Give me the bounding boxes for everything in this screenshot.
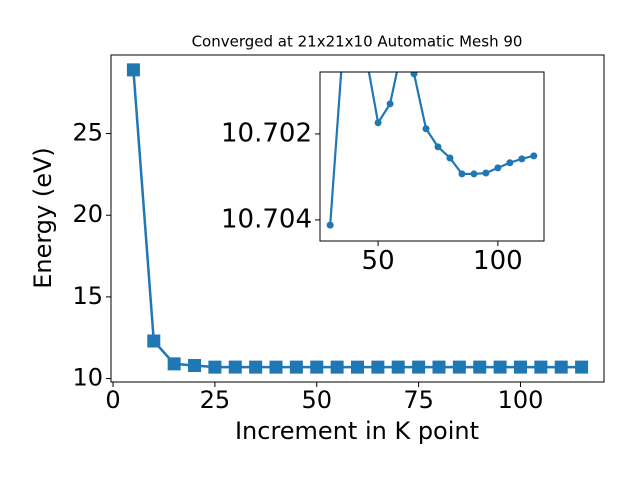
data-point [330,360,344,374]
data-point [188,359,202,373]
data-point [534,360,548,374]
data-point [371,360,385,374]
x-tick-label: 100 [498,386,544,414]
data-point [249,360,263,374]
data-point [289,360,303,374]
data-point [452,360,466,374]
data-point [470,170,478,178]
plot-content [326,72,538,229]
data-point [126,63,140,77]
y-tick-label: 25 [72,119,103,147]
data-point [473,360,487,374]
x-tick-label: 75 [403,386,434,414]
x-tick-label: 50 [301,386,332,414]
data-point [554,360,568,374]
y-tick-label: 20 [72,200,103,228]
data-point [351,360,364,374]
data-point [147,334,161,348]
data-point [458,170,466,178]
x-axis-label: Increment in K point [235,417,479,445]
chart-title: Converged at 21x21x10 Automatic Mesh 90 [192,33,523,51]
x-tick-label: 25 [200,386,231,414]
data-point [518,155,526,163]
data-point [208,360,222,374]
data-point [391,360,405,374]
data-point [310,360,324,374]
data-point [493,360,507,374]
data-point [434,143,442,151]
data-point [446,154,454,162]
data-point [386,100,394,108]
y-axis-label: Energy (eV) [29,147,57,289]
data-point [506,159,514,167]
axes-frame [319,71,545,242]
data-point [482,169,490,177]
data-point [432,360,446,374]
data-point [422,125,430,133]
x-tick-label: 100 [473,246,523,276]
inset: 50 100 10.702 10.704 [221,71,545,276]
x-tick-label: 50 [362,246,395,276]
x-tick-label: 0 [105,386,120,414]
axes-frame [110,54,605,383]
data-point [326,221,334,229]
data-point [575,360,589,374]
plot-area [320,72,544,241]
data-point [412,360,426,374]
plot-content [126,63,589,374]
data-point [167,357,181,371]
data-point [530,152,538,160]
data-point [494,164,502,172]
data-point [374,119,382,127]
y-tick-label: 10.704 [221,204,312,234]
y-tick-label: 10.702 [221,118,312,148]
data-point [410,72,418,78]
data-point [228,360,242,374]
data-point [513,360,527,374]
y-tick-label: 10 [72,364,103,392]
y-tick-label: 15 [72,282,103,310]
data-point [269,360,283,374]
